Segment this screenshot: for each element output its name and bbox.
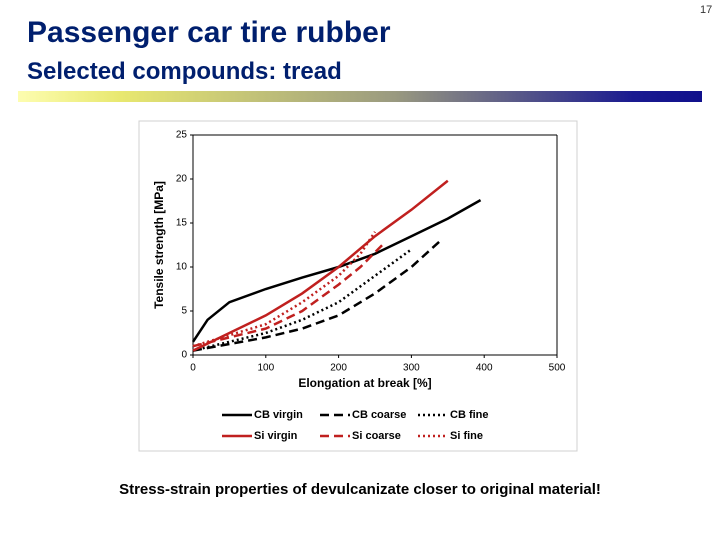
legend-label: Si fine bbox=[450, 430, 483, 442]
series-line bbox=[192, 244, 384, 348]
y-tick-label: 10 bbox=[176, 262, 188, 273]
y-tick-label: 20 bbox=[176, 174, 188, 185]
x-tick-label: 0 bbox=[190, 363, 196, 374]
y-tick-label: 5 bbox=[181, 306, 187, 317]
x-tick-label: 200 bbox=[330, 363, 347, 374]
series-line bbox=[192, 239, 442, 352]
page-number: 17 bbox=[700, 4, 713, 16]
caption: Stress-strain properties of devulcanizat… bbox=[119, 481, 601, 498]
series-line bbox=[192, 248, 413, 352]
y-axis-label: Tensile strength [MPa] bbox=[152, 181, 166, 309]
x-tick-label: 300 bbox=[403, 363, 420, 374]
y-tick-label: 15 bbox=[176, 218, 188, 229]
x-axis-label: Elongation at break [%] bbox=[298, 376, 431, 390]
legend-label: Si coarse bbox=[352, 430, 401, 442]
series-line bbox=[191, 199, 482, 343]
legend-label: CB virgin bbox=[254, 409, 303, 421]
series-line bbox=[192, 179, 449, 352]
chart-frame bbox=[138, 120, 578, 452]
series-line bbox=[192, 231, 377, 348]
y-tick-label: 0 bbox=[181, 350, 187, 361]
slide-title: Passenger car tire rubber bbox=[27, 16, 391, 49]
legend-label: Si virgin bbox=[254, 430, 298, 442]
title-bar bbox=[18, 91, 702, 102]
x-tick-label: 400 bbox=[476, 363, 493, 374]
slide-subtitle: Selected compounds: tread bbox=[27, 58, 342, 85]
legend-label: CB fine bbox=[450, 409, 489, 421]
x-tick-label: 500 bbox=[549, 363, 566, 374]
legend-label: CB coarse bbox=[352, 409, 406, 421]
x-tick-label: 100 bbox=[257, 363, 274, 374]
y-tick-label: 25 bbox=[176, 130, 188, 141]
